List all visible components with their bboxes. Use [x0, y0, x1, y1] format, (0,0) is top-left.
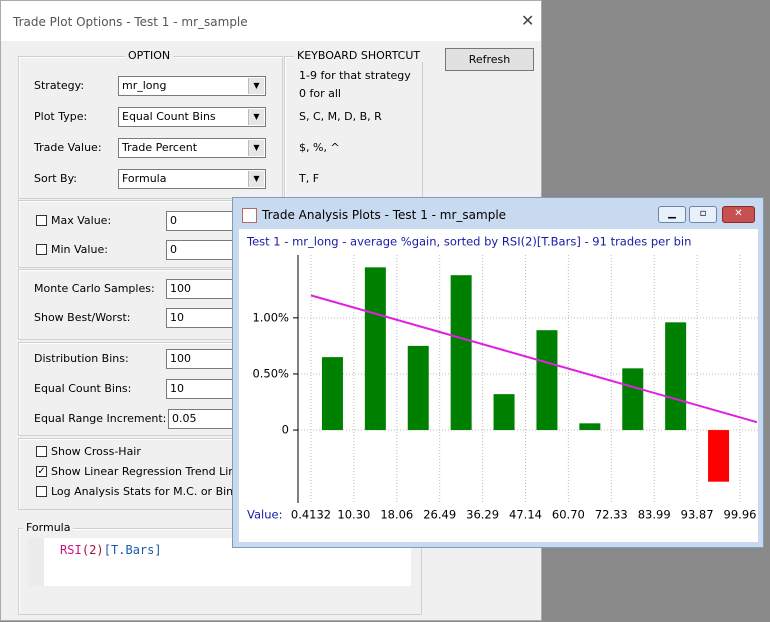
checkbox[interactable]	[36, 446, 47, 457]
bar	[708, 430, 730, 482]
field-label: Equal Range Increment:	[34, 412, 167, 425]
checkbox-label: Show Linear Regression Trend Line	[51, 465, 243, 478]
title-bar	[1, 1, 541, 41]
combo-box[interactable]: Equal Count Bins ▼	[118, 107, 266, 127]
shortcut-text: T, F	[299, 172, 320, 185]
bar	[364, 267, 386, 431]
shortcut-text: 0 for all	[299, 87, 341, 100]
y-tick-label: 1.00%	[252, 310, 289, 324]
shortcut-text: S, C, M, D, B, R	[299, 110, 382, 123]
checkbox[interactable]: ✓	[36, 466, 47, 477]
text-input[interactable]: 0.05	[168, 409, 248, 429]
field-label: Max Value:	[51, 214, 112, 227]
x-tick-label: 18.06	[380, 508, 413, 522]
chart: Test 1 - mr_long - average %gain, sorted…	[246, 235, 758, 522]
combo-box[interactable]: mr_long ▼	[118, 76, 266, 96]
formula-token: [T.Bars]	[103, 543, 162, 557]
x-tick-label: 99.96	[724, 508, 757, 522]
field-label: Monte Carlo Samples:	[34, 282, 155, 295]
formula-editor[interactable]: RSI (2) [T.Bars]	[28, 538, 411, 586]
field-label: Show Best/Worst:	[34, 311, 131, 324]
text-input[interactable]: 10	[166, 379, 246, 399]
group-caption: Formula	[23, 521, 74, 534]
text-input[interactable]: 0	[166, 240, 246, 260]
close-button[interactable]: ✕	[521, 11, 535, 30]
formula-group	[18, 528, 422, 615]
checkbox[interactable]	[36, 486, 47, 497]
combo-box[interactable]: Trade Percent ▼	[118, 138, 266, 158]
group-caption: OPTION	[125, 49, 174, 62]
bar	[493, 394, 515, 431]
y-tick-label: 0.50%	[252, 366, 289, 380]
maximize-button[interactable]: ▫	[689, 206, 717, 223]
combo-arrow: ▼	[248, 140, 264, 156]
x-tick-label: 47.14	[509, 508, 542, 522]
field-label: Strategy:	[34, 79, 85, 92]
field-label: Equal Count Bins:	[34, 382, 132, 395]
shortcut-text: $, %, ^	[299, 141, 340, 154]
trend-line	[310, 294, 758, 424]
shortcut-text: 1-9 for that strategy	[299, 69, 411, 82]
bar	[321, 357, 343, 431]
checkbox-label: Log Analysis Stats for M.C. or Bin Plot	[51, 485, 258, 498]
text-input[interactable]: 0	[166, 211, 246, 231]
checkbox[interactable]	[36, 215, 47, 226]
chart-title: Test 1 - mr_long - average %gain, sorted…	[246, 235, 691, 249]
x-tick-label: 93.87	[681, 508, 714, 522]
minimize-button[interactable]: ▁	[658, 206, 686, 223]
x-tick-label: 72.33	[595, 508, 628, 522]
field-label: Distribution Bins:	[34, 352, 129, 365]
bar	[536, 330, 558, 431]
combo-arrow: ▼	[248, 171, 264, 187]
combo-arrow: ▼	[248, 109, 264, 125]
formula-token: RSI	[60, 543, 82, 557]
x-tick-label: 0.4132	[291, 508, 331, 522]
text-input[interactable]: 10	[166, 308, 246, 328]
x-axis-label: Value:	[247, 508, 282, 522]
group-caption: KEYBOARD SHORTCUT	[294, 49, 424, 62]
checkbox-label: Show Cross-Hair	[51, 445, 141, 458]
x-tick-label: 26.49	[423, 508, 456, 522]
x-tick-label: 83.99	[638, 508, 671, 522]
window-title: Trade Analysis Plots - Test 1 - mr_sampl…	[262, 208, 507, 222]
bar	[622, 368, 644, 431]
formula-token: (2)	[81, 543, 104, 557]
bar	[450, 275, 472, 431]
y-tick-label: 0	[282, 423, 289, 437]
x-tick-label: 36.29	[466, 508, 499, 522]
field-label: Plot Type:	[34, 110, 88, 123]
dialog-title: Trade Plot Options - Test 1 - mr_sample	[13, 15, 248, 29]
combo-arrow: ▼	[248, 78, 264, 94]
plot-area: Test 1 - mr_long - average %gain, sorted…	[239, 229, 758, 542]
close-button[interactable]: ✕	[722, 206, 755, 223]
field-label: Min Value:	[51, 243, 108, 256]
refresh-button[interactable]: Refresh	[445, 48, 534, 71]
bar	[665, 322, 687, 431]
window-icon	[242, 208, 257, 223]
x-tick-label: 60.70	[552, 508, 585, 522]
bar	[407, 345, 429, 431]
x-tick-label: 10.30	[337, 508, 370, 522]
field-label: Sort By:	[34, 172, 78, 185]
field-label: Trade Value:	[34, 141, 102, 154]
text-input[interactable]: 100	[166, 279, 246, 299]
combo-box[interactable]: Formula ▼	[118, 169, 266, 189]
checkbox[interactable]	[36, 244, 47, 255]
chart-window: Trade Analysis Plots - Test 1 - mr_sampl…	[232, 197, 764, 548]
bar	[579, 423, 601, 431]
